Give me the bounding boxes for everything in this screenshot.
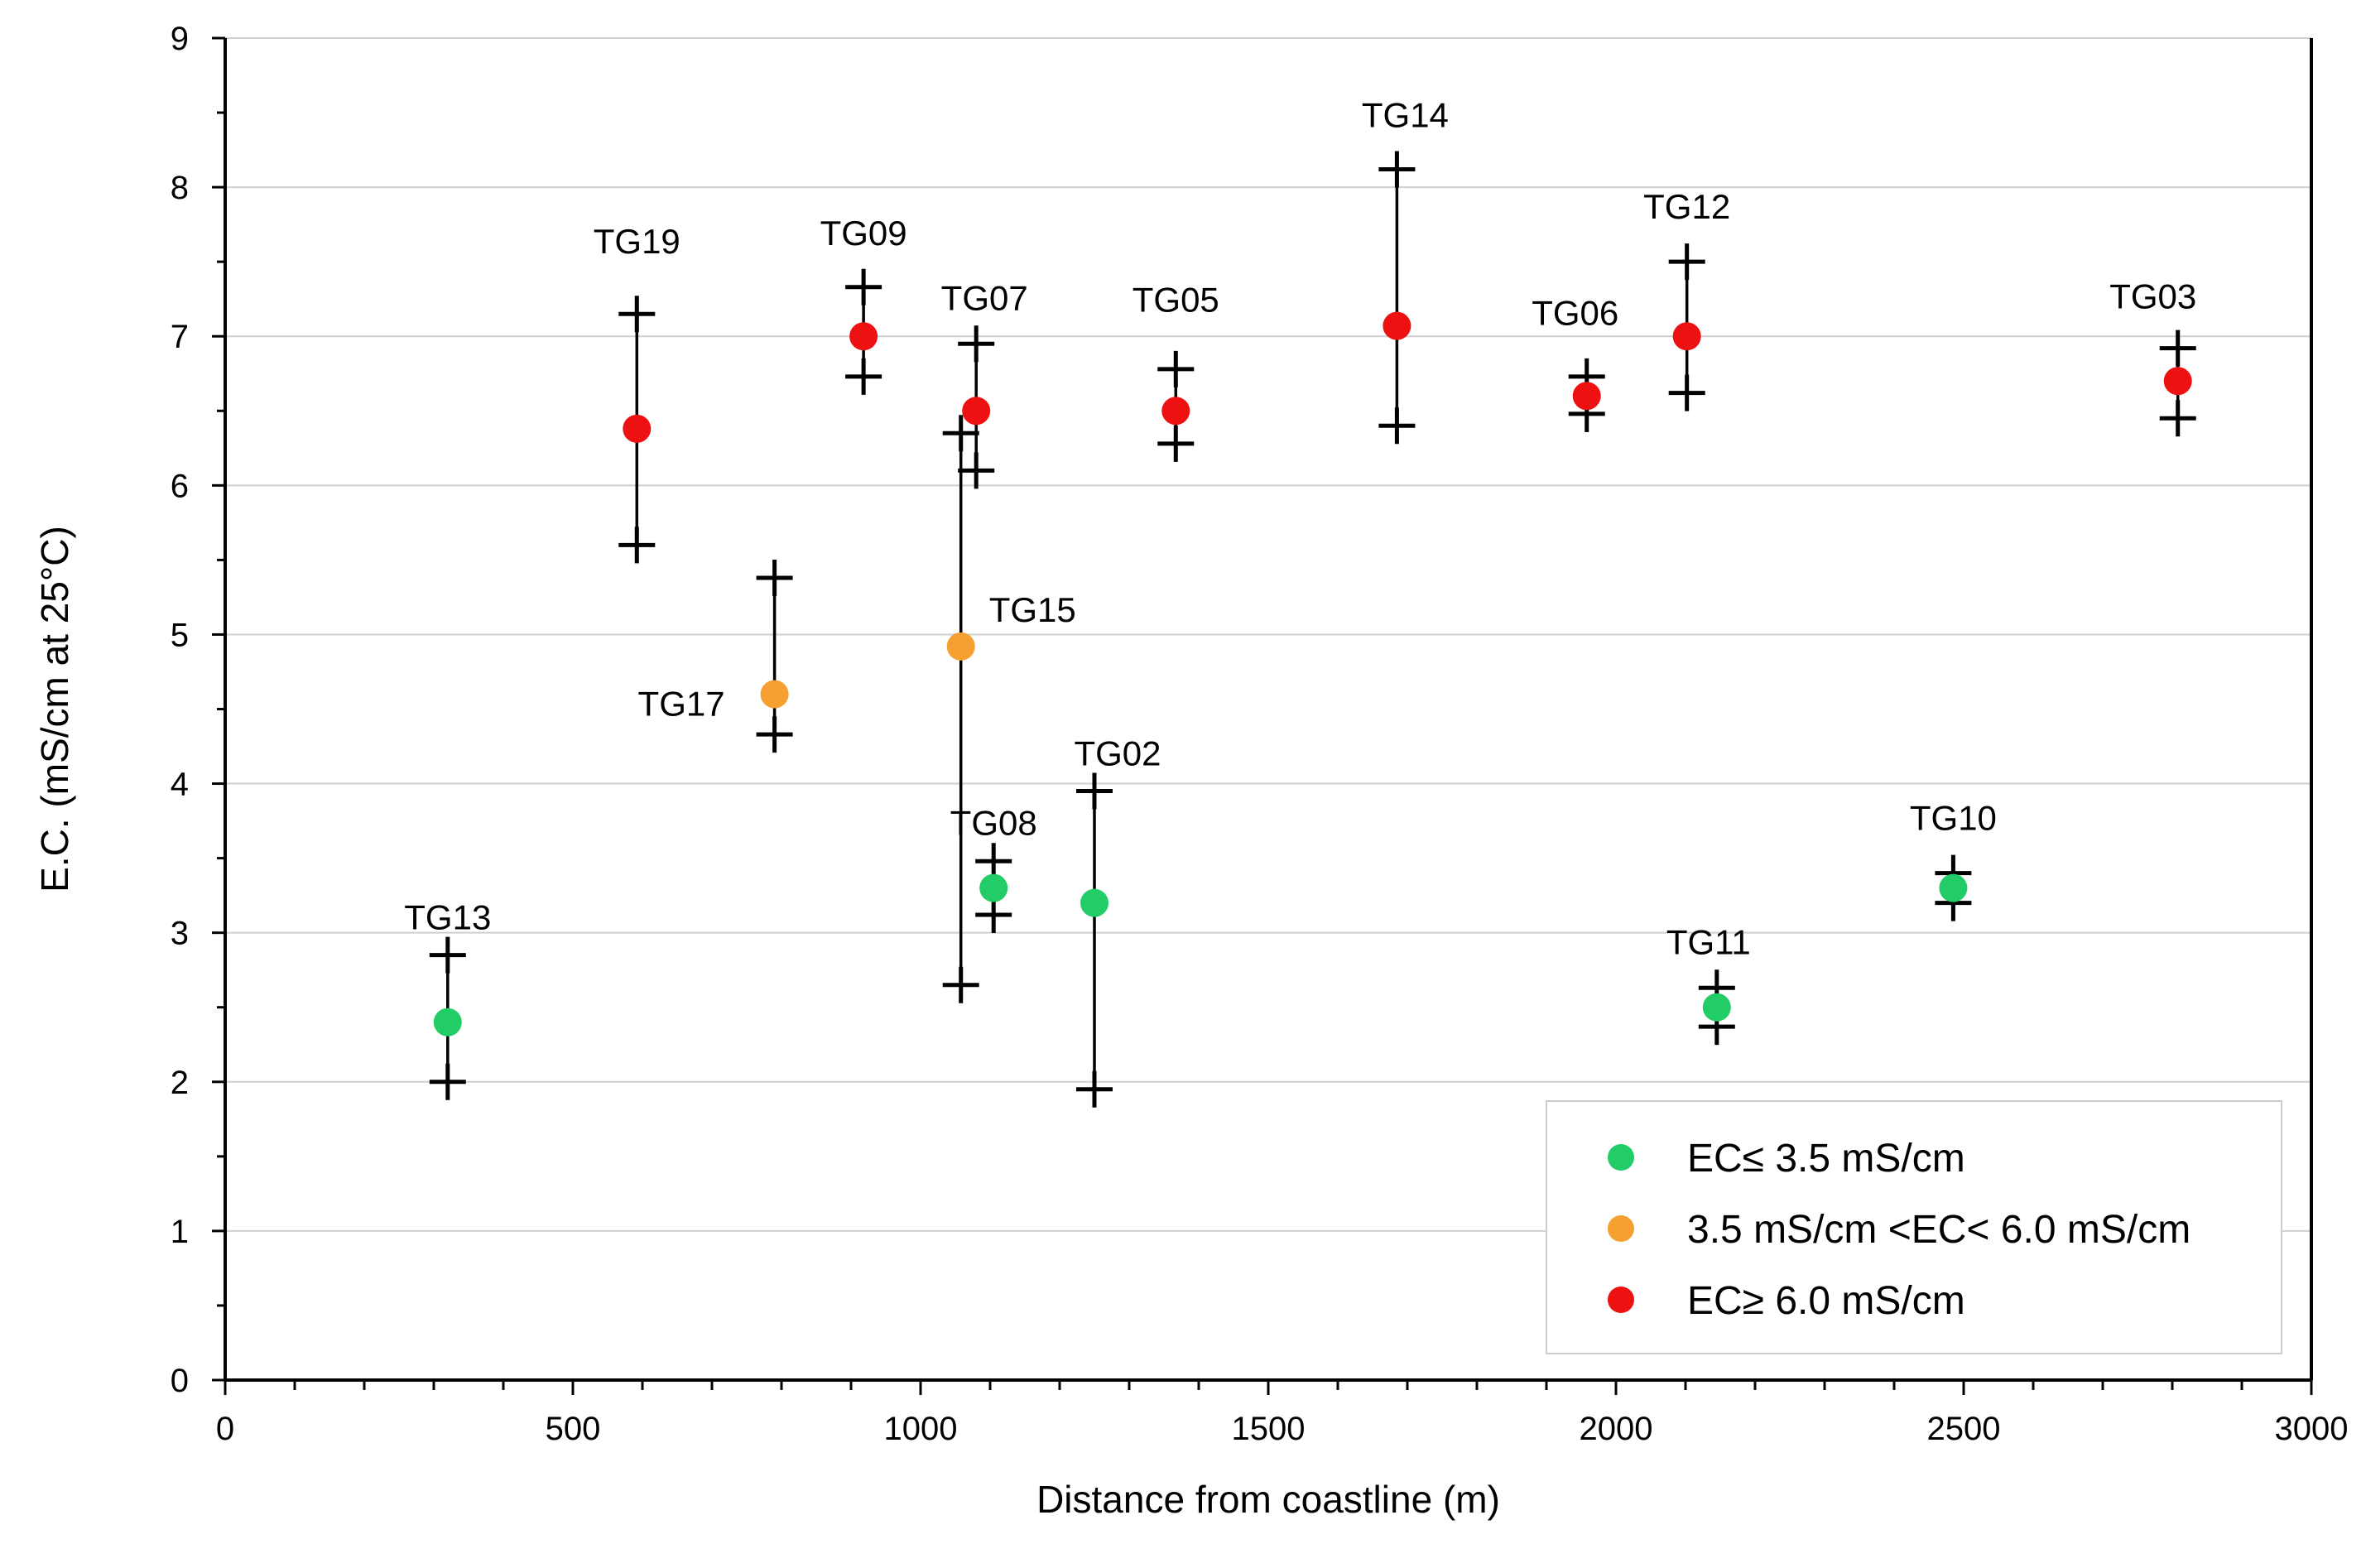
data-point-tg05 [1161, 397, 1190, 426]
legend: EC≤ 3.5 mS/cm 3.5 mS/cm <EC< 6.0 mS/cm EC≥… [1546, 1100, 2282, 1354]
data-point-tg13 [433, 1008, 462, 1037]
data-point-tg02 [1080, 888, 1108, 917]
data-point-tg09 [849, 322, 878, 351]
y-tick-label: 0 [171, 1363, 189, 1399]
data-point-tg17 [760, 680, 789, 709]
grid-layer [225, 37, 2311, 1232]
point-label-tg07: TG07 [941, 278, 1028, 317]
y-tick-label: 9 [171, 21, 189, 57]
legend-marker-mid [1608, 1215, 1634, 1242]
y-tick-label: 1 [171, 1214, 189, 1250]
point-label-tg02: TG02 [1074, 734, 1161, 773]
legend-marker-low [1608, 1144, 1634, 1171]
x-tick-label: 1000 [884, 1411, 958, 1447]
y-tick-label: 3 [171, 916, 189, 952]
data-point-tg12 [1672, 322, 1701, 351]
x-tick-label: 500 [546, 1411, 601, 1447]
x-tick-label: 3000 [2275, 1411, 2349, 1447]
point-label-tg06: TG06 [1532, 293, 1618, 332]
legend-box [1546, 1100, 2282, 1354]
x-tick-label: 0 [216, 1411, 234, 1447]
legend-marker-high [1608, 1287, 1634, 1313]
data-point-tg06 [1572, 382, 1601, 411]
axis-layer: 0 1 2 3 4 5 6 7 8 9 0 500 1000 1500 2000 2500 3000 [171, 21, 2349, 1447]
point-label-tg14: TG14 [1362, 96, 1449, 135]
point-layer [433, 311, 2192, 1037]
x-axis-title: Distance from coastline (m) [1036, 1478, 1500, 1521]
point-label-tg19: TG19 [594, 222, 680, 261]
x-tick-label: 2500 [1927, 1411, 2001, 1447]
y-axis-title: E.C. (mS/cm at 25°C) [33, 526, 76, 892]
point-label-tg12: TG12 [1643, 187, 1730, 226]
y-tick-label: 8 [171, 170, 189, 206]
point-label-tg03: TG03 [2109, 277, 2196, 315]
y-tick-label: 7 [171, 319, 189, 355]
data-point-tg14 [1383, 311, 1411, 340]
point-label-tg09: TG09 [820, 214, 907, 253]
point-label-tg10: TG10 [1910, 799, 1997, 838]
point-label-tg17: TG17 [638, 684, 725, 723]
point-label-tg13: TG13 [404, 898, 491, 937]
data-point-tg19 [623, 414, 652, 443]
data-point-tg08 [979, 873, 1008, 902]
y-tick-label: 5 [171, 617, 189, 653]
y-tick-label: 2 [171, 1065, 189, 1101]
legend-label-low: EC≤ 3.5 mS/cm [1687, 1137, 1965, 1181]
legend-label-high: EC≥ 6.0 mS/cm [1687, 1279, 1965, 1323]
y-tick-label: 6 [171, 468, 189, 504]
data-point-tg03 [2163, 367, 2192, 396]
point-label-tg05: TG05 [1133, 280, 1219, 319]
data-point-tg07 [962, 397, 991, 426]
label-layer: TG13 TG19 TG17 TG09 TG15 TG07 TG08 TG02 TG05 TG14… [404, 96, 2196, 962]
point-label-tg15: TG15 [989, 590, 1076, 629]
point-label-tg08: TG08 [950, 804, 1037, 843]
data-point-tg10 [1939, 873, 1968, 902]
data-point-tg15 [946, 632, 975, 661]
point-label-tg11: TG11 [1666, 923, 1751, 962]
x-tick-label: 2000 [1580, 1411, 1653, 1447]
x-tick-label: 1500 [1232, 1411, 1306, 1447]
legend-label-mid: 3.5 mS/cm <EC< 6.0 mS/cm [1687, 1208, 2190, 1252]
range-layer [429, 151, 2196, 1108]
data-point-tg11 [1702, 993, 1731, 1022]
y-tick-label: 4 [171, 767, 189, 803]
